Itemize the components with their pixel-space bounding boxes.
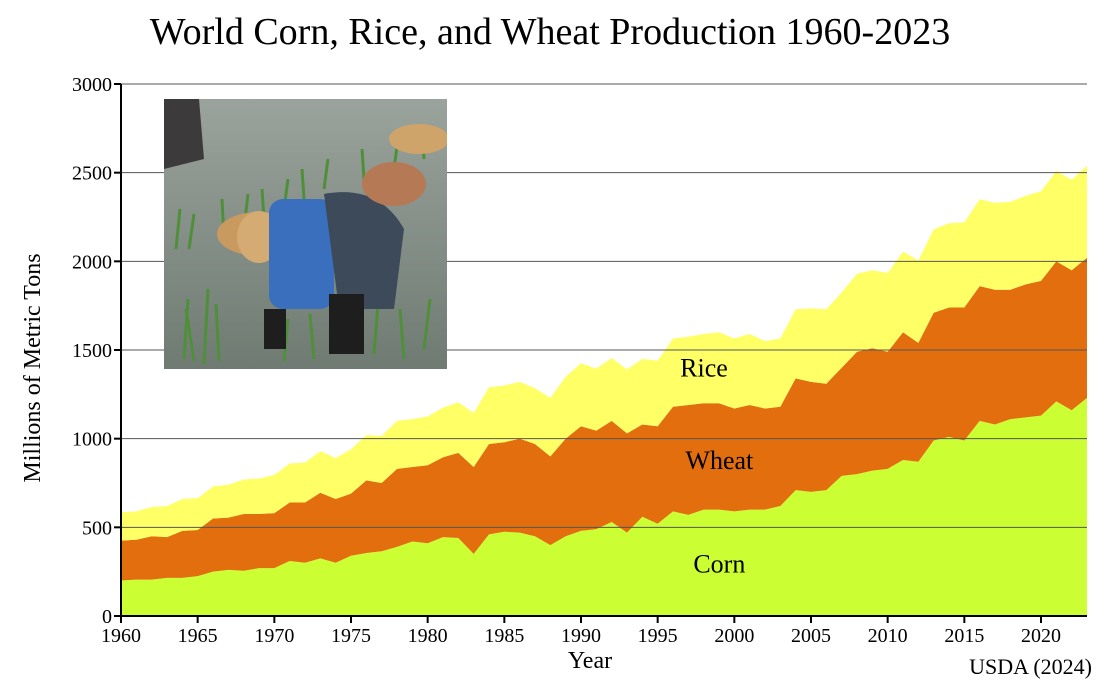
area-corn <box>121 397 1087 616</box>
y-tick-label-3000: 3000 <box>72 74 112 96</box>
x-tick-label-2015: 2015 <box>944 625 984 647</box>
tick-labels: 0 500 1000 1500 2000 2500 3000 1960 1965 1970 1975… <box>72 74 1061 647</box>
area-layers <box>121 165 1087 616</box>
x-tick-label-2020: 2020 <box>1021 625 1061 647</box>
series-label-rice: Rice <box>680 354 728 383</box>
y-tick-label-1500: 1500 <box>72 340 112 362</box>
y-axis-label: Millions of Metric Tons <box>20 253 46 482</box>
x-tick-label-1975: 1975 <box>331 625 371 647</box>
x-axis-label: Year <box>568 648 612 674</box>
x-tick-label-1995: 1995 <box>638 625 678 647</box>
x-tick-label-2005: 2005 <box>791 625 831 647</box>
x-tick-label-1960: 1960 <box>101 625 141 647</box>
x-tick-label-1985: 1985 <box>484 625 524 647</box>
y-tick-label-2500: 2500 <box>72 163 112 185</box>
x-tick-label-1965: 1965 <box>178 625 218 647</box>
area-rice <box>121 165 1087 541</box>
chart-title: World Corn, Rice, and Wheat Production 1… <box>149 11 951 53</box>
x-tick-label-2000: 2000 <box>714 625 754 647</box>
x-tick-label-1980: 1980 <box>408 625 448 647</box>
y-tick-label-0: 0 <box>102 606 112 628</box>
series-labels: Corn Wheat Rice <box>680 354 754 579</box>
series-label-wheat: Wheat <box>685 446 754 475</box>
rice-planting-photo <box>164 99 447 369</box>
y-tick-label-500: 500 <box>82 517 112 539</box>
x-tick-label-1990: 1990 <box>561 625 601 647</box>
y-tick-label-2000: 2000 <box>72 251 112 273</box>
series-label-corn: Corn <box>693 550 745 579</box>
x-tick-label-1970: 1970 <box>254 625 294 647</box>
y-tick-label-1000: 1000 <box>72 429 112 451</box>
area-wheat <box>121 257 1087 581</box>
source-credit: USDA (2024) <box>969 654 1092 679</box>
x-tick-label-2010: 2010 <box>868 625 908 647</box>
